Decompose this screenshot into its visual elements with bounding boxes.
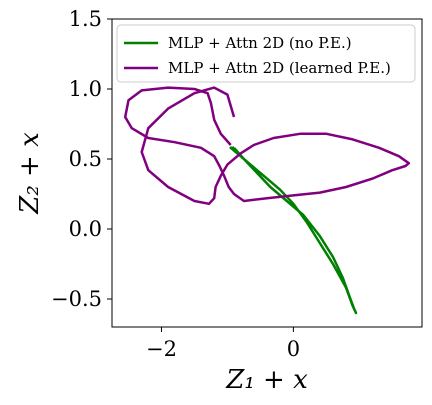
y-tick-label: 1.5 bbox=[69, 7, 102, 31]
x-tick-label: −2 bbox=[146, 337, 177, 361]
series-line-no-pe bbox=[229, 146, 358, 315]
x-tick-label: 0 bbox=[287, 337, 300, 361]
series-layer bbox=[123, 86, 411, 315]
x-axis-title: Z₁ + x bbox=[225, 365, 308, 395]
x-axis: −2 0 bbox=[146, 327, 300, 361]
y-tick-label: 0.0 bbox=[69, 217, 102, 241]
legend-label-no-pe: MLP + Attn 2D (no P.E.) bbox=[168, 34, 352, 52]
legend-box bbox=[116, 24, 416, 83]
y-tick-label: 1.0 bbox=[69, 77, 102, 101]
plot-area-frame bbox=[111, 18, 423, 328]
legend: MLP + Attn 2D (no P.E.) MLP + Attn 2D (l… bbox=[116, 24, 416, 83]
y-tick-label: −0.5 bbox=[51, 287, 102, 311]
y-axis-title: Z₂ + x bbox=[15, 132, 45, 215]
series-line-learned-pe bbox=[123, 86, 411, 206]
y-axis: −0.5 0.0 0.5 1.0 1.5 bbox=[51, 7, 112, 311]
y-tick-label: 0.5 bbox=[69, 147, 102, 171]
legend-label-learned-pe: MLP + Attn 2D (learned P.E.) bbox=[168, 59, 391, 77]
